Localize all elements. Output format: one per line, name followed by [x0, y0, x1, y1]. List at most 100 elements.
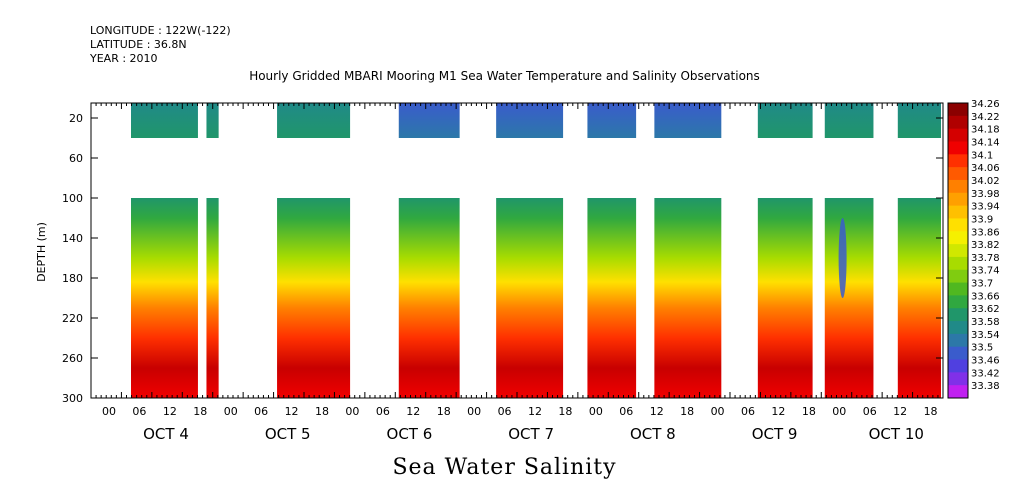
x-tick-label: 12 [528, 405, 542, 418]
colorbar-swatch [948, 128, 968, 142]
colorbar-swatch [948, 269, 968, 284]
day-label: OCT 10 [869, 425, 924, 443]
data-column-deep [897, 198, 941, 398]
colorbar-label: 33.98 [971, 189, 1000, 200]
colorbar-label: 33.62 [971, 304, 1000, 315]
data-column-deep [654, 198, 722, 398]
bottom-title: Sea Water Salinity [392, 455, 617, 480]
data-column-surface [496, 103, 564, 138]
y-tick-label: 260 [62, 352, 83, 365]
x-tick-label: 18 [802, 405, 816, 418]
data-column-surface [654, 103, 722, 138]
y-axis-label: DEPTH (m) [35, 222, 48, 282]
data-column-surface [587, 103, 637, 138]
data-column-deep [496, 198, 564, 398]
y-tick-label: 60 [69, 152, 83, 165]
x-tick-label: 06 [863, 405, 877, 418]
y-tick-label: 180 [62, 272, 83, 285]
data-column-surface [131, 103, 198, 138]
x-tick-label: 18 [680, 405, 694, 418]
data-column-surface [757, 103, 813, 138]
colorbar-label: 33.54 [971, 330, 1000, 341]
colorbar-swatch [948, 282, 968, 296]
colorbar-label: 34.14 [971, 137, 1000, 148]
x-tick-label: 12 [771, 405, 785, 418]
data-column-deep [206, 198, 219, 398]
x-tick-label: 06 [254, 405, 268, 418]
colorbar-swatch [948, 321, 968, 335]
y-tick-label: 220 [62, 312, 83, 325]
x-tick-label: 12 [893, 405, 907, 418]
longitude-label: LONGITUDE : 122W(-122) [90, 24, 231, 37]
colorbar-label: 33.46 [971, 356, 1000, 367]
x-tick-label: 00 [467, 405, 481, 418]
x-tick-label: 18 [193, 405, 207, 418]
x-tick-label: 00 [711, 405, 725, 418]
colorbar-label: 33.66 [971, 291, 1000, 302]
y-tick-label: 100 [62, 192, 83, 205]
data-column-deep [277, 198, 351, 398]
x-tick-label: 00 [345, 405, 359, 418]
x-tick-label: 12 [285, 405, 299, 418]
colorbar-label: 33.94 [971, 202, 1000, 213]
colorbar-swatch [948, 372, 968, 386]
x-tick-label: 00 [224, 405, 238, 418]
colorbar-swatch [948, 218, 968, 232]
x-tick-label: 00 [102, 405, 116, 418]
colorbar-label: 34.06 [971, 163, 1000, 174]
colorbar-label: 34.22 [971, 112, 1000, 123]
y-tick-label: 20 [69, 112, 83, 125]
y-tick-label: 140 [62, 232, 83, 245]
x-tick-label: 06 [498, 405, 512, 418]
colorbar-label: 33.58 [971, 317, 1000, 328]
x-tick-label: 18 [437, 405, 451, 418]
colorbar-swatch [948, 231, 968, 245]
colorbar-swatch [948, 205, 968, 219]
day-label: OCT 5 [265, 425, 311, 443]
data-column-surface [897, 103, 941, 138]
x-tick-label: 12 [406, 405, 420, 418]
colorbar-swatch [948, 333, 968, 348]
x-tick-label: 06 [132, 405, 146, 418]
x-tick-label: 00 [589, 405, 603, 418]
x-tick-label: 06 [741, 405, 755, 418]
day-label: OCT 9 [752, 425, 798, 443]
x-tick-label: 12 [650, 405, 664, 418]
header: LONGITUDE : 122W(-122) LATITUDE : 36.8N … [90, 24, 231, 66]
x-tick-label: 12 [163, 405, 177, 418]
colorbar-swatch [948, 192, 968, 207]
colorbar-label: 33.38 [971, 381, 1000, 392]
day-label: OCT 8 [630, 425, 676, 443]
colorbar-swatch [948, 179, 968, 194]
plot-area [131, 103, 941, 398]
day-label: OCT 6 [387, 425, 433, 443]
colorbar-swatch [948, 308, 968, 322]
colorbar-swatch [948, 295, 968, 309]
chart-title: Hourly Gridded MBARI Mooring M1 Sea Wate… [249, 69, 760, 83]
colorbar-swatch [948, 256, 968, 271]
colorbar-label: 34.26 [971, 99, 1000, 110]
colorbar-swatch [948, 385, 968, 399]
day-label: OCT 7 [508, 425, 554, 443]
colorbar-swatch [948, 115, 968, 130]
data-column-deep [757, 198, 813, 398]
data-column-deep [824, 198, 874, 398]
year-label: YEAR : 2010 [90, 52, 158, 65]
colorbar-frame [947, 102, 969, 399]
colorbar-label: 33.5 [971, 343, 993, 354]
data-column-surface [398, 103, 460, 138]
colorbar-label: 33.82 [971, 240, 1000, 251]
colorbar-label: 33.7 [971, 279, 993, 290]
colorbar-swatch [948, 244, 968, 258]
colorbar-label: 34.02 [971, 176, 1000, 187]
colorbar-swatch [948, 359, 968, 373]
data-column-surface [824, 103, 874, 138]
data-column-deep [131, 198, 198, 398]
colorbar-label: 34.18 [971, 125, 1000, 136]
colorbar-label: 34.1 [971, 150, 993, 161]
colorbar-label: 33.86 [971, 227, 1000, 238]
colorbar-label: 33.78 [971, 253, 1000, 264]
colorbar-swatch [948, 141, 968, 155]
colorbar-label: 33.9 [971, 214, 993, 225]
x-tick-label: 18 [924, 405, 938, 418]
